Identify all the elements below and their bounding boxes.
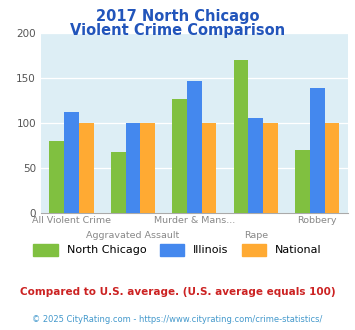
Bar [172,99,187,213]
Text: 2017 North Chicago: 2017 North Chicago [96,9,259,24]
Bar [140,123,155,213]
Bar [310,88,324,213]
Bar [248,118,263,213]
Bar [263,123,278,213]
Bar [187,81,202,213]
Bar [295,150,310,213]
Text: Violent Crime Comparison: Violent Crime Comparison [70,23,285,38]
Text: Rape: Rape [244,231,268,240]
Bar [324,123,339,213]
Bar [126,123,140,213]
Legend: North Chicago, Illinois, National: North Chicago, Illinois, National [29,239,326,260]
Bar [202,123,217,213]
Bar [79,123,94,213]
Bar [234,60,248,213]
Bar [64,112,79,213]
Bar [111,152,126,213]
Text: © 2025 CityRating.com - https://www.cityrating.com/crime-statistics/: © 2025 CityRating.com - https://www.city… [32,315,323,324]
Bar [49,141,64,213]
Text: Aggravated Assault: Aggravated Assault [86,231,180,240]
Text: Compared to U.S. average. (U.S. average equals 100): Compared to U.S. average. (U.S. average … [20,287,335,297]
